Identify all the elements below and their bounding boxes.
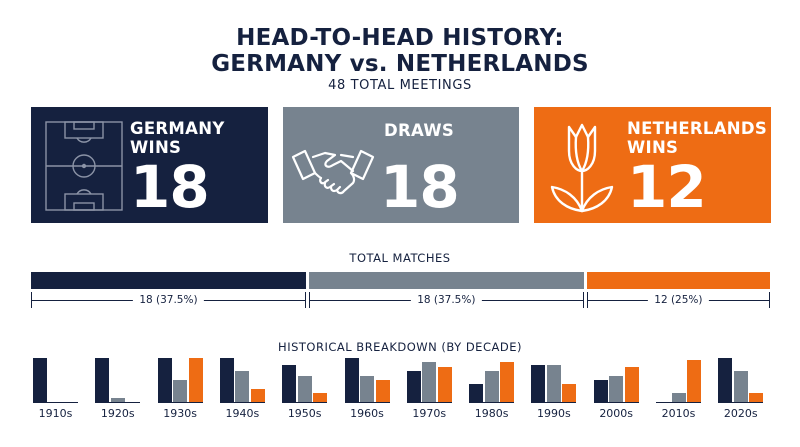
decade-bar-1920s-draws bbox=[110, 397, 125, 402]
decade-bar-2010s-draws bbox=[671, 393, 686, 402]
netherlands-wins-value: 12 bbox=[627, 153, 707, 221]
decade-group-1940s bbox=[219, 358, 265, 403]
decade-bar-2000s-netherlands bbox=[624, 366, 639, 402]
draws-value: 18 bbox=[380, 153, 460, 221]
decade-group-1920s bbox=[95, 358, 141, 403]
decade-bar-1950s-netherlands bbox=[313, 393, 328, 402]
decade-baseline bbox=[344, 402, 390, 403]
total-matches-value-label-1: 18 (37.5%) bbox=[411, 292, 482, 308]
historical-breakdown-title: HISTORICAL BREAKDOWN (BY DECADE) bbox=[270, 340, 530, 354]
decade-bar-2020s-draws bbox=[733, 371, 748, 402]
decade-bar-1940s-netherlands bbox=[250, 388, 265, 402]
chart-title-line1: HEAD-TO-HEAD HISTORY: bbox=[236, 25, 564, 51]
decade-label-1930s: 1930s bbox=[163, 407, 197, 420]
decade-bar-1930s-germany bbox=[157, 358, 172, 402]
germany-wins-value: 18 bbox=[130, 153, 210, 221]
decade-bar-2020s-germany bbox=[718, 358, 733, 402]
decade-baseline bbox=[531, 402, 577, 403]
decade-bar-1990s-germany bbox=[531, 364, 546, 402]
germany-wins-card: GERMANY WINS 18 bbox=[31, 107, 268, 223]
decade-baseline bbox=[219, 402, 265, 403]
decade-group-1980s bbox=[469, 358, 515, 403]
total-matches-bar-2 bbox=[586, 272, 770, 289]
decade-label-1960s: 1960s bbox=[350, 407, 384, 420]
decade-group-1910s bbox=[33, 358, 78, 403]
decade-bar-1950s-draws bbox=[297, 375, 312, 402]
decade-bar-2000s-germany bbox=[593, 380, 608, 402]
chart-subtitle: 48 TOTAL MEETINGS bbox=[328, 78, 472, 93]
decade-bar-2020s-netherlands bbox=[749, 393, 764, 402]
decade-label-1920s: 1920s bbox=[100, 407, 135, 420]
total-matches-bracket-0: 18 (37.5%) bbox=[31, 292, 306, 308]
decade-bar-1940s-draws bbox=[235, 371, 250, 402]
chart-title-line2: GERMANY vs. NETHERLANDS bbox=[211, 51, 589, 77]
decade-bar-2010s-netherlands bbox=[687, 360, 701, 402]
football-pitch-icon bbox=[45, 121, 123, 211]
total-matches-bracket-2: 12 (25%) bbox=[586, 292, 770, 308]
decade-bar-1980s-netherlands bbox=[500, 362, 515, 402]
decade-label-1980s: 1980s bbox=[474, 407, 509, 420]
decade-bar-1970s-germany bbox=[406, 371, 421, 402]
total-matches-bar-1 bbox=[308, 272, 584, 289]
total-matches-label: TOTAL MATCHES bbox=[0, 251, 800, 265]
handshake-icon bbox=[291, 149, 375, 195]
decade-label-1950s: 1950s bbox=[287, 407, 322, 420]
decade-label-2010s: 2010s bbox=[661, 407, 696, 420]
historical-breakdown-label: HISTORICAL BREAKDOWN (BY DECADE) bbox=[0, 340, 800, 354]
decade-bar-1930s-draws bbox=[173, 380, 188, 402]
decade-group-1950s bbox=[282, 358, 328, 403]
decade-bar-1970s-draws bbox=[422, 362, 437, 402]
decade-bar-1980s-draws bbox=[484, 371, 499, 402]
draws-card-label: DRAWS bbox=[384, 121, 455, 140]
decade-baseline bbox=[469, 402, 515, 403]
decade-label-2020s: 2020s bbox=[723, 407, 758, 420]
decade-baseline bbox=[593, 402, 639, 403]
total-matches-bar-0 bbox=[31, 272, 306, 289]
decade-baseline bbox=[282, 402, 328, 403]
total-matches-value-label-0: 18 (37.5%) bbox=[133, 292, 204, 308]
netherlands-card-label-line2: WINS bbox=[627, 138, 679, 157]
decade-bar-1930s-netherlands bbox=[188, 358, 203, 402]
decade-label-1910s: 1910s bbox=[38, 407, 73, 420]
decade-baseline bbox=[95, 402, 141, 403]
decade-bar-1960s-germany bbox=[344, 358, 359, 402]
draws-card: DRAWS 18 bbox=[283, 107, 519, 223]
decade-bar-2000s-draws bbox=[609, 375, 624, 402]
decade-bar-1990s-draws bbox=[546, 364, 561, 402]
decade-label-1990s: 1990s bbox=[537, 407, 571, 420]
netherlands-card-label-line1: NETHERLANDS bbox=[627, 119, 768, 138]
decade-bar-1950s-germany bbox=[282, 364, 297, 402]
decade-bar-1980s-germany bbox=[469, 384, 484, 402]
decade-baseline bbox=[33, 402, 78, 403]
decade-bar-1910s-germany bbox=[33, 358, 47, 402]
decade-group-2000s bbox=[593, 358, 639, 403]
decade-group-1970s bbox=[406, 358, 452, 403]
decade-baseline bbox=[157, 402, 203, 403]
total-matches-value-label-2: 12 (25%) bbox=[648, 292, 709, 308]
decade-bar-1940s-germany bbox=[219, 358, 234, 402]
decade-bar-1960s-netherlands bbox=[375, 380, 390, 402]
decade-baseline bbox=[656, 402, 701, 403]
germany-card-label-line1: GERMANY bbox=[130, 119, 225, 138]
decade-group-2010s bbox=[656, 358, 701, 403]
decade-bar-1960s-draws bbox=[360, 375, 374, 402]
total-matches-title: TOTAL MATCHES bbox=[341, 251, 459, 265]
decade-baseline bbox=[718, 402, 764, 403]
germany-card-label-line2: WINS bbox=[130, 138, 182, 157]
decade-baseline bbox=[406, 402, 452, 403]
decade-bar-1990s-netherlands bbox=[562, 384, 577, 402]
decade-group-1990s bbox=[531, 358, 577, 403]
decade-bar-1970s-netherlands bbox=[437, 366, 452, 402]
decade-bar-1920s-germany bbox=[95, 358, 110, 402]
netherlands-wins-card: NETHERLANDS WINS 12 bbox=[534, 107, 771, 223]
total-matches-bracket-1: 18 (37.5%) bbox=[308, 292, 584, 308]
decade-group-1930s bbox=[157, 358, 203, 403]
decade-label-1970s: 1970s bbox=[412, 407, 447, 420]
decade-group-2020s bbox=[718, 358, 764, 403]
tulip-icon bbox=[550, 123, 614, 213]
decade-label-2000s: 2000s bbox=[599, 407, 634, 420]
decade-label-1940s: 1940s bbox=[225, 407, 260, 420]
decade-group-1960s bbox=[344, 358, 390, 403]
